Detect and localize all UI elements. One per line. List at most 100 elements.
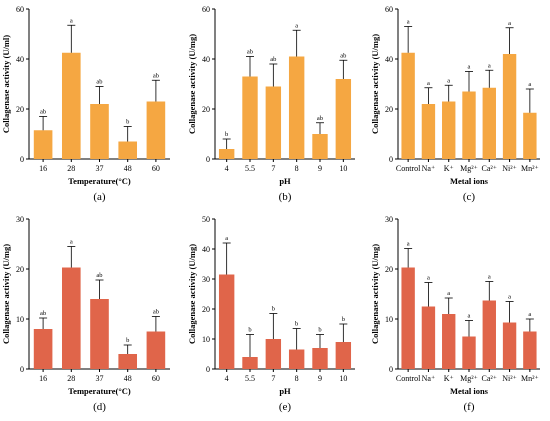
significance-label: ab xyxy=(340,52,346,59)
y-axis-title: Collagenase activity (U/mg) xyxy=(187,34,197,134)
x-axis-title: Metal ions xyxy=(450,386,489,396)
bar xyxy=(218,149,235,159)
bar xyxy=(312,348,328,369)
bar xyxy=(442,314,456,369)
bar xyxy=(90,104,109,159)
significance-label: a xyxy=(528,311,531,318)
x-tick-label: 9 xyxy=(318,164,322,173)
x-tick-label: 4 xyxy=(225,164,229,173)
x-tick-label: Control xyxy=(396,164,421,173)
significance-label: a xyxy=(427,275,430,282)
significance-label: ab xyxy=(40,109,46,116)
significance-label: a xyxy=(528,81,531,88)
significance-label: a xyxy=(488,274,491,281)
significance-label: a xyxy=(468,313,471,320)
significance-label: ab xyxy=(317,115,323,122)
significance-label: a xyxy=(70,17,73,24)
bar xyxy=(288,349,305,369)
panel-c: 0 20 40 60 a Control a Na⁺ a K⁺ a Mg²⁺ a Ca²⁺ a Ni²⁺ a Mn… xyxy=(370,5,540,203)
significance-label: b xyxy=(272,306,275,313)
bar xyxy=(242,357,258,369)
y-tick-label: 60 xyxy=(385,5,393,14)
bar xyxy=(421,306,436,369)
panel-label: (c) xyxy=(463,191,476,203)
bar xyxy=(482,87,496,159)
y-tick-label: 0 xyxy=(389,365,393,374)
y-axis-title: Collagenase activity (U/mg) xyxy=(370,34,380,134)
bar xyxy=(523,331,537,369)
x-tick-label: 37 xyxy=(96,164,104,173)
significance-label: ab xyxy=(40,310,46,317)
significance-label: b xyxy=(126,119,129,126)
y-tick-label: 20 xyxy=(385,105,393,114)
x-tick-label: 5.5 xyxy=(245,164,255,173)
significance-label: a xyxy=(488,62,491,69)
y-tick-label: 0 xyxy=(206,155,210,164)
significance-label: ab xyxy=(247,49,253,56)
x-axis-title: Metal ions xyxy=(450,176,489,186)
x-tick-label: Ca²⁺ xyxy=(482,374,498,383)
significance-label: b xyxy=(342,316,345,323)
bar xyxy=(335,79,352,159)
significance-label: b xyxy=(126,337,129,344)
y-tick-label: 10 xyxy=(385,315,393,324)
significance-label: b xyxy=(248,327,251,334)
x-tick-label: 60 xyxy=(152,164,160,173)
x-tick-label: Mn²⁺ xyxy=(521,374,539,383)
bar xyxy=(33,130,53,159)
x-tick-label: 60 xyxy=(152,374,160,383)
bar xyxy=(146,101,166,159)
bar xyxy=(401,52,415,159)
panel-b: 0 20 40 60 b 4 ab 5.5 ab 7 a 8 ab 9 ab 10 pH Collagenase … xyxy=(187,5,355,203)
y-tick-label: 30 xyxy=(385,215,393,224)
significance-label: a xyxy=(508,20,511,27)
significance-label: b xyxy=(295,321,298,328)
significance-label: ab xyxy=(96,79,102,86)
x-tick-label: 8 xyxy=(295,374,299,383)
significance-label: a xyxy=(427,80,430,87)
bar xyxy=(90,299,109,369)
panel-label: (d) xyxy=(93,401,106,413)
bar xyxy=(502,322,517,369)
x-tick-label: 10 xyxy=(339,164,347,173)
x-tick-label: 28 xyxy=(67,374,75,383)
y-tick-label: 50 xyxy=(202,215,210,224)
x-tick-label: Na⁺ xyxy=(422,374,436,383)
bar xyxy=(61,267,81,369)
x-axis-title: Temperature(°C) xyxy=(68,386,131,396)
y-tick-label: 20 xyxy=(16,265,24,274)
bar xyxy=(218,274,235,369)
bar xyxy=(242,76,258,159)
x-tick-label: 8 xyxy=(295,164,299,173)
significance-label: a xyxy=(295,22,298,29)
bar xyxy=(61,52,81,159)
y-tick-label: 40 xyxy=(202,245,210,254)
bar xyxy=(288,56,305,159)
x-tick-label: 16 xyxy=(39,164,47,173)
bar xyxy=(265,86,282,159)
x-tick-label: 5.5 xyxy=(245,374,255,383)
y-tick-label: 20 xyxy=(16,105,24,114)
y-tick-label: 60 xyxy=(202,5,210,14)
significance-label: a xyxy=(447,77,450,84)
panel-label: (f) xyxy=(464,401,475,413)
y-tick-label: 0 xyxy=(20,365,24,374)
x-tick-label: Mg²⁺ xyxy=(460,164,478,173)
y-tick-label: 0 xyxy=(389,155,393,164)
panel-f: 0 10 20 30 a Control a Na⁺ a K⁺ a Mg²⁺ a Ca²⁺ a Ni²⁺ a Mn… xyxy=(370,215,540,413)
bar xyxy=(502,54,517,159)
x-tick-label: 48 xyxy=(124,374,132,383)
bar xyxy=(523,112,537,159)
x-tick-label: K⁺ xyxy=(444,164,454,173)
significance-label: a xyxy=(70,239,73,246)
y-tick-label: 30 xyxy=(16,215,24,224)
significance-label: ab xyxy=(153,72,159,79)
significance-label: a xyxy=(447,290,450,297)
y-tick-label: 40 xyxy=(202,55,210,64)
bar xyxy=(335,342,352,369)
significance-label: ab xyxy=(270,56,276,63)
bar xyxy=(265,339,282,369)
bar xyxy=(462,336,476,369)
y-axis-title: Collagenase activity (U/mg) xyxy=(1,244,11,344)
